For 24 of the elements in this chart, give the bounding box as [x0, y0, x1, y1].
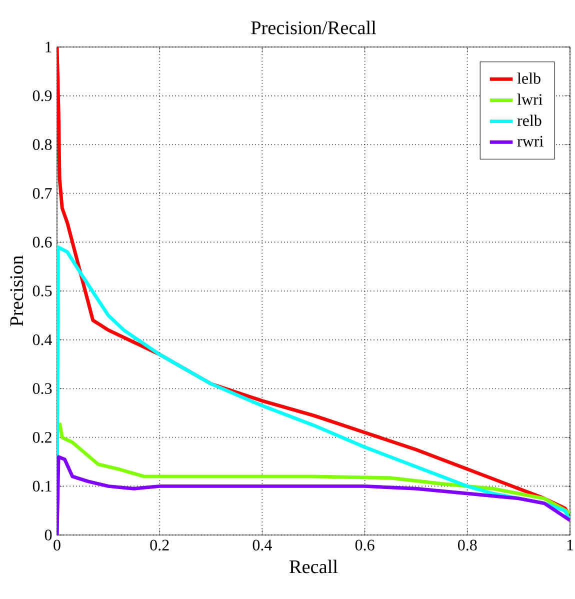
legend-label: relb [517, 114, 542, 126]
y-tick-label: 0.3 [32, 383, 52, 394]
y-tick-label: 0.9 [32, 90, 52, 102]
y-axis-title: Precision [10, 256, 24, 326]
y-tick-label: 0.4 [32, 334, 52, 346]
chart-title: Precision/Recall [251, 20, 376, 34]
x-axis-title: Recall [290, 560, 338, 574]
legend-label: rwri [517, 136, 544, 147]
legend-label: lwri [517, 94, 542, 105]
y-tick-label: 0.8 [32, 139, 52, 150]
y-tick-label: 0.6 [32, 236, 52, 248]
x-tick-label: 0.6 [355, 540, 374, 551]
y-tick-label: 1 [46, 42, 52, 52]
y-tick-label: 0.7 [32, 188, 52, 199]
y-tick-label: 0.5 [32, 286, 52, 296]
x-tick-label: 1 [567, 540, 574, 550]
x-tick-label: 0.2 [150, 540, 169, 551]
y-tick-label: 0.2 [32, 432, 52, 443]
x-tick-label: 0.8 [458, 540, 477, 551]
x-tick-label: 0.4 [252, 540, 272, 551]
x-tick-label: 0 [54, 540, 60, 550]
y-tick-label: 0 [44, 530, 52, 540]
y-tick-label: 0.1 [32, 480, 52, 492]
legend-label: lelb [517, 72, 540, 84]
